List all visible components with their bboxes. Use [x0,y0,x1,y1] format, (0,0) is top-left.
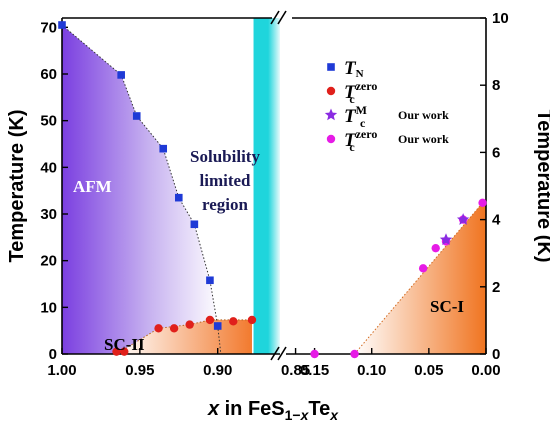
x-tick-label: 0.90 [203,362,232,379]
y-axis-left-title: Temperature (K) [6,110,28,263]
left-panel-regions [62,18,280,354]
x-tick-label: 0.15 [300,362,329,379]
data-point-circle [229,317,238,326]
legend-marker [326,134,336,144]
sc-ii-label: SC-II [104,335,145,354]
data-point-circle [120,347,129,356]
data-point-circle [478,198,487,207]
data-point-circle [185,320,194,329]
data-point-circle [247,315,257,325]
y-right-tick-label: 0 [492,346,500,363]
y-left-tick-label: 20 [40,253,57,270]
data-point-square [58,21,66,29]
data-point-star [456,213,470,225]
data-point-square [159,144,168,153]
data-point-square [174,193,183,202]
y-left-tick-label: 10 [40,299,57,316]
y-right-tick-label: 4 [492,212,501,229]
sc-i-region [354,202,486,354]
data-point-star [439,233,453,246]
data-point-circle [350,349,359,359]
data-point-circle [310,349,319,359]
x-tick-label: 0.10 [357,362,386,379]
x-tick-label: 0.05 [414,362,443,379]
legend-marker [324,108,338,121]
legend-note: Our work [398,108,449,122]
sc-i-boundary-line [354,202,483,354]
data-point-circle [169,324,179,333]
legend-marker [327,63,335,71]
legend-note: Our work [398,132,449,146]
y-left-tick-label: 0 [49,346,57,363]
data-point-square [132,112,141,120]
y-left-tick-label: 70 [40,19,57,36]
solubility-region [253,18,280,354]
right-panel-markers [310,198,487,359]
data-point-circle [205,315,215,325]
legend-label: Tzero c [344,79,377,106]
left-panel-markers [58,21,257,356]
sc-i-label: SC-I [430,297,464,316]
x-tick-label: 0.95 [125,362,154,379]
solubility-label-line: region [202,195,249,214]
solubility-label-line: Solubility [190,147,260,166]
data-point-circle [112,347,121,356]
afm-region [62,25,221,354]
legend-marker [326,86,336,96]
y-left-tick-label: 40 [40,159,57,176]
y-left-tick-label: 30 [40,206,57,223]
solubility-label: Solubility limited region [190,147,260,214]
solubility-label-line: limited [200,171,252,190]
y-right-tick-label: 6 [492,144,500,161]
data-point-square [213,322,222,330]
axes-frame [61,17,487,355]
legend-label: TN [344,58,364,80]
y-right-tick-label: 10 [492,10,509,27]
data-point-square [117,71,125,79]
data-point-circle [431,243,440,253]
data-point-square [206,276,214,285]
data-point-circle [154,324,163,333]
y-axis-right-title: Temperature (K) [533,110,550,263]
data-point-circle [418,264,428,273]
x-tick-label: 0.00 [471,362,500,379]
x-tick-label: 0.85 [281,362,310,379]
axis-break-marks [270,10,287,361]
afm-label: AFM [73,177,112,196]
y-left-tick-label: 50 [40,113,57,130]
legend-label: Tzero c [344,127,377,154]
legend-label: TM c [344,103,367,130]
x-tick-label: 1.00 [47,362,76,379]
y-left-tick-label: 60 [40,66,57,83]
right-panel-regions [354,202,486,354]
y-right-tick-label: 2 [492,279,500,296]
axis-ticks: 1.00 0.95 0.90 0.850.15 0.10 0.05 0.0001020304… [40,10,508,379]
x-axis-title: x in FeS1−xTex [207,398,339,423]
data-point-square [190,220,199,229]
y-right-tick-label: 8 [492,77,500,94]
